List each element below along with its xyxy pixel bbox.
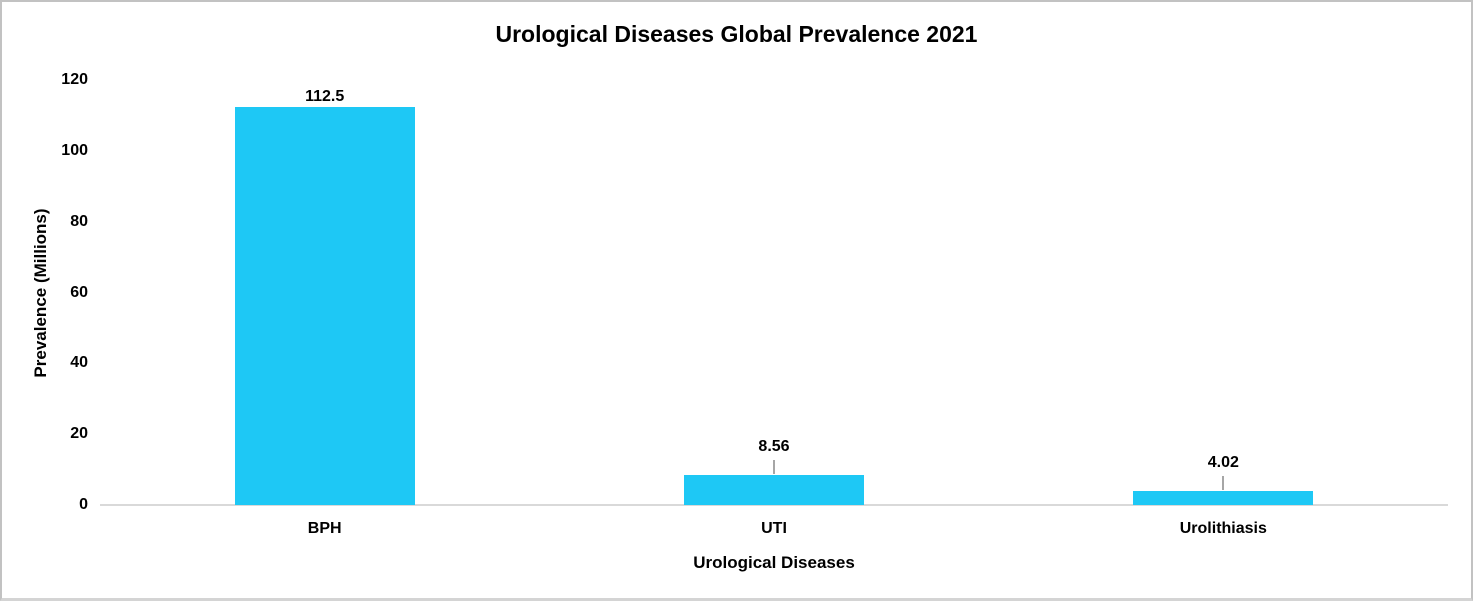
category-label-bph: BPH	[307, 520, 342, 537]
leader-line-urolithiasis	[1222, 475, 1225, 490]
bar-urolithiasis	[1133, 490, 1314, 505]
data-label-uti: 8.56	[758, 437, 790, 455]
x-axis-title: Urological Diseases	[693, 553, 855, 572]
y-tick-label-80: 80	[70, 212, 88, 230]
y-tick-label-60: 60	[70, 283, 88, 301]
category-label-uti: UTI	[761, 520, 787, 537]
leader-line-uti	[773, 459, 775, 474]
bar-uti	[684, 474, 864, 505]
y-tick-label-40: 40	[70, 354, 88, 372]
category-label-urolithiasis: Urolithiasis	[1179, 520, 1267, 537]
y-tick-label-100: 100	[61, 141, 88, 159]
data-label-urolithiasis: 4.02	[1207, 453, 1239, 471]
y-tick-label-120: 120	[61, 71, 88, 88]
y-tick-label-20: 20	[70, 425, 88, 443]
x-axis-line	[100, 504, 1448, 506]
bar-bph	[234, 106, 415, 505]
chart-title: Urological Diseases Global Prevalence 20…	[495, 21, 978, 47]
y-tick-label-0: 0	[79, 496, 88, 513]
data-label-bph: 112.5	[305, 87, 345, 105]
